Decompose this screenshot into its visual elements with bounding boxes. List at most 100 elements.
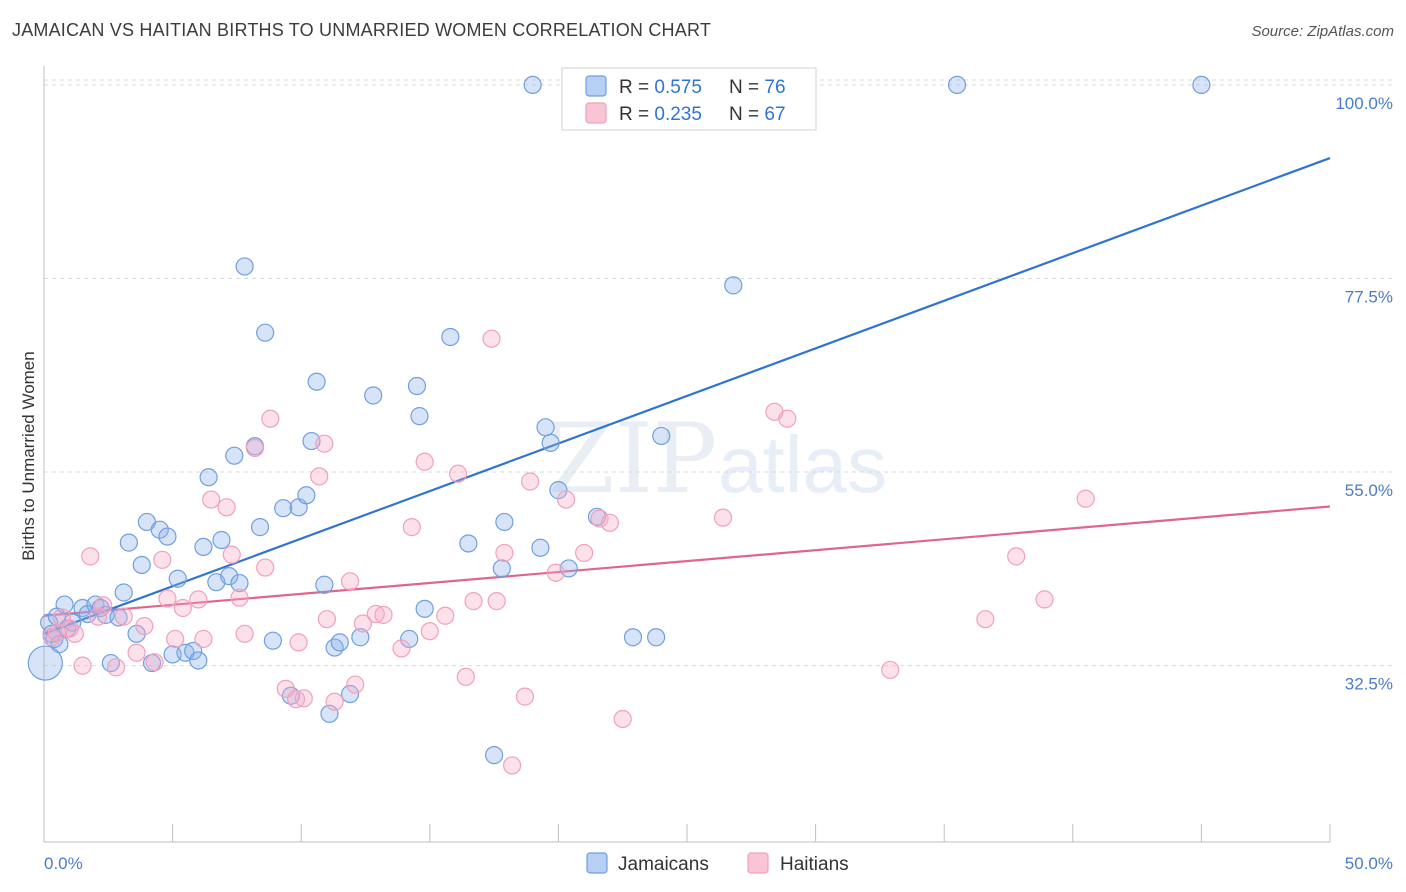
data-point-jamaicans [315, 575, 334, 594]
data-point-haitians [600, 513, 619, 532]
data-point-jamaicans [235, 257, 254, 276]
legend-row-jamaicans: R = 0.575 N = 76 [619, 77, 786, 98]
data-point-jamaicans [297, 486, 316, 505]
data-point-haitians [448, 464, 468, 483]
data-point-jamaicans [340, 684, 360, 704]
data-point-jamaicans [415, 599, 434, 618]
watermark-zip: ZIP [548, 403, 717, 515]
data-point-haitians [546, 563, 565, 582]
chart-title: JAMAICAN VS HAITIAN BIRTHS TO UNMARRIED … [12, 20, 712, 40]
data-point-haitians [392, 639, 411, 658]
data-point-jamaicans [492, 559, 511, 578]
data-point-jamaicans [1192, 75, 1211, 95]
data-point-jamaicans [109, 608, 128, 627]
data-point-haitians [286, 690, 306, 709]
data-point-jamaicans [531, 538, 550, 557]
data-point-haitians [420, 622, 439, 641]
data-point-jamaicans [407, 376, 427, 396]
data-point-jamaicans [225, 446, 244, 465]
data-point-haitians [106, 658, 126, 677]
data-point-jamaicans [541, 433, 560, 452]
data-point-haitians [135, 616, 154, 636]
data-point-jamaicans [132, 555, 151, 575]
x-tick-label-min: 0.0% [44, 854, 83, 873]
data-point-haitians [402, 518, 421, 537]
trend-line-haitians [43, 505, 1331, 617]
data-point-haitians [222, 545, 241, 564]
data-point-haitians [325, 692, 344, 711]
data-point-jamaicans [150, 520, 169, 539]
data-point-jamaicans [325, 638, 344, 657]
data-point-jamaicans [250, 518, 270, 537]
data-point-jamaicans [536, 418, 555, 437]
data-point-haitians [235, 624, 254, 643]
chart-source: Source: ZipAtlas.com [1251, 23, 1394, 40]
data-point-haitians [881, 660, 900, 680]
data-point-jamaicans [459, 534, 478, 553]
trend-line-jamaicans [43, 157, 1331, 635]
y-tick-label: 55.0% [1345, 481, 1393, 500]
data-point-haitians [464, 592, 483, 611]
legend-r-label: R = [619, 104, 654, 125]
data-point-jamaicans [320, 704, 339, 723]
data-point-jamaicans [495, 512, 514, 532]
legend-n-label: N = [729, 77, 764, 98]
watermark-atlas: atlas [718, 420, 887, 509]
y-axis-ticks: 32.5% 55.0% 77.5% 100.0% [1335, 94, 1393, 694]
data-point-jamaicans [351, 628, 370, 647]
data-point-haitians [294, 689, 313, 708]
data-point-haitians [194, 629, 213, 649]
axes [43, 66, 1331, 843]
data-point-haitians [173, 598, 192, 618]
data-point-jamaicans [189, 651, 208, 670]
data-point-jamaicans [220, 567, 239, 586]
data-point-haitians [315, 434, 334, 453]
x-tick-label-max: 50.0% [1345, 854, 1393, 873]
y-tick-label: 77.5% [1345, 287, 1393, 306]
data-point-haitians [73, 656, 92, 675]
data-point-haitians [374, 605, 393, 624]
bottom-legend-swatch-jamaicans [586, 852, 608, 874]
data-point-jamaicans [212, 530, 231, 550]
data-point-haitians [487, 592, 506, 611]
data-point-haitians [310, 467, 329, 486]
data-point-haitians [158, 589, 177, 608]
data-point-jamaicans [114, 583, 133, 602]
series-haitians [42, 329, 1095, 775]
data-point-jamaicans [485, 746, 504, 765]
data-point-haitians [60, 619, 79, 638]
data-point-haitians [153, 550, 172, 569]
data-point-haitians [317, 610, 337, 629]
data-point-haitians [495, 543, 514, 563]
data-point-jamaicans [724, 276, 743, 295]
y-tick-label: 32.5% [1345, 675, 1393, 694]
data-point-jamaicans [364, 386, 383, 405]
data-point-haitians [557, 490, 576, 509]
y-axis-title: Births to Unmarried Women [19, 351, 38, 560]
data-point-haitians [1035, 590, 1054, 609]
data-point-jamaicans [119, 533, 138, 552]
data-point-haitians [202, 490, 221, 509]
data-point-haitians [114, 607, 133, 626]
data-point-haitians [353, 614, 373, 633]
legend-r-value: 0.235 [654, 104, 702, 125]
data-point-jamaicans [647, 628, 666, 647]
data-point-haitians [521, 472, 540, 491]
data-point-haitians [65, 624, 84, 643]
legend-n-value: 76 [764, 77, 785, 98]
data-point-haitians [1007, 547, 1026, 566]
data-point-haitians [340, 572, 360, 591]
y-tick-label: 100.0% [1335, 94, 1393, 113]
data-point-haitians [256, 558, 275, 577]
legend-r-label: R = [619, 77, 654, 98]
data-point-haitians [245, 438, 265, 458]
data-point-haitians [81, 547, 100, 566]
data-point-jamaicans [274, 499, 293, 518]
data-point-jamaicans [263, 631, 283, 650]
data-point-haitians [590, 509, 609, 528]
data-point-haitians [436, 606, 455, 625]
bottom-legend-label-haitians: Haitians [780, 854, 849, 875]
data-point-jamaicans [230, 573, 249, 593]
data-point-haitians [1076, 489, 1095, 508]
